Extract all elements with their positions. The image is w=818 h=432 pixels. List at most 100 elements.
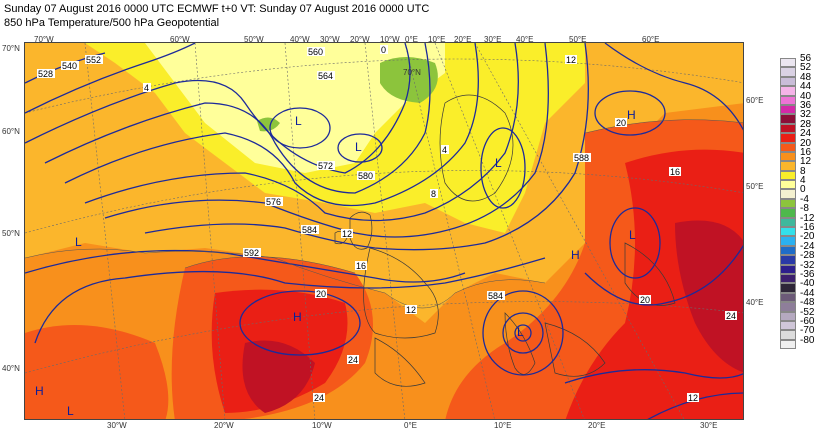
lat-label-left-70n: 70°N — [2, 44, 20, 53]
temp-label-16b: 16 — [670, 167, 680, 177]
lon-label-top-30e: 30°E — [484, 35, 502, 44]
contour-label-572: 572 — [318, 161, 333, 171]
lat-label-left-60n: 60°N — [2, 127, 20, 136]
temperature-field-green-arctic — [380, 57, 438, 103]
colorbar-swatch — [780, 245, 796, 256]
colorbar-swatch — [780, 86, 796, 96]
temperature-field-28-sw — [242, 340, 315, 413]
colorbar-swatch — [780, 133, 796, 143]
colorbar-swatch — [780, 58, 796, 68]
colorbar-swatch — [780, 180, 796, 190]
colorbar-label: -70 — [800, 325, 815, 337]
colorbar-swatch — [780, 273, 796, 284]
contour-label-560: 560 — [308, 47, 323, 57]
colorbar-label: -20 — [800, 231, 815, 243]
lon-label-top-20w: 20°W — [350, 35, 370, 44]
colorbar-label: -44 — [800, 287, 815, 299]
lat-label-right-40e: 40°E — [746, 298, 764, 307]
lon-label-top-20e: 20°E — [454, 35, 472, 44]
colorbar-swatch — [780, 302, 796, 312]
colorbar-label: -36 — [800, 268, 815, 280]
lon-label-bottom-30e: 30°E — [700, 421, 718, 430]
temp-label-20c: 20 — [616, 118, 626, 128]
colorbar-label: 40 — [800, 90, 812, 102]
low-marker: L — [75, 235, 82, 249]
temp-label-12a: 12 — [342, 229, 352, 239]
colorbar-label: -40 — [800, 278, 815, 290]
colorbar-label: 32 — [800, 109, 812, 121]
contour-label-528: 528 — [38, 69, 53, 79]
contour-label-588: 588 — [574, 153, 589, 163]
colorbar-swatch — [780, 104, 796, 115]
colorbar-label: -4 — [800, 193, 809, 205]
colorbar-swatch — [780, 170, 796, 181]
low-marker: L — [517, 325, 524, 339]
colorbar-swatch — [780, 151, 796, 162]
temp-label-24a: 24 — [348, 355, 358, 365]
colorbar-label: -24 — [800, 240, 815, 252]
colorbar-label: 20 — [800, 137, 812, 149]
contour-label-552: 552 — [86, 55, 101, 65]
header-line-2: 850 hPa Temperature/500 hPa Geopotential — [4, 17, 220, 29]
colorbar-swatch — [780, 76, 796, 87]
colorbar-label: -12 — [800, 212, 815, 224]
temp-label-4a: 4 — [144, 83, 149, 93]
header-line-1: Sunday 07 August 2016 0000 UTC ECMWF t+0… — [4, 3, 430, 15]
colorbar-label: 24 — [800, 128, 812, 140]
lon-label-top-60w: 60°W — [170, 35, 190, 44]
colorbar-swatch — [780, 311, 796, 321]
temperature-field-20-west — [25, 325, 169, 419]
chart-header: Sunday 07 August 2016 0000 UTC ECMWF t+0… — [4, 2, 429, 30]
coastlines — [334, 94, 676, 387]
low-marker: L — [629, 228, 636, 242]
colorbar-label: -8 — [800, 203, 809, 215]
colorbar-label: 4 — [800, 175, 806, 187]
colorbar-swatch — [780, 264, 796, 274]
lon-label-top-40w: 40°W — [290, 35, 310, 44]
lon-label-bottom-10w: 10°W — [312, 421, 332, 430]
lon-label-top-50e: 50°E — [569, 35, 587, 44]
high-marker: H — [35, 384, 44, 398]
low-marker: L — [355, 140, 362, 154]
lon-label-top-0e: 0°E — [405, 35, 418, 44]
colorbar-label: 44 — [800, 81, 812, 93]
temp-label-16: 16 — [356, 261, 366, 271]
colorbar-swatch — [780, 227, 796, 237]
high-marker: H — [627, 108, 636, 122]
temp-label-20a: 20 — [316, 289, 326, 299]
temp-label-24c: 24 — [726, 311, 736, 321]
colorbar-swatch — [780, 292, 796, 303]
contour-label-576: 576 — [266, 197, 281, 207]
high-marker: H — [571, 248, 580, 262]
temp-label-12d: 12 — [688, 393, 698, 403]
lon-label-top-70w: 70°W — [34, 35, 54, 44]
temp-label-12b: 12 — [406, 305, 416, 315]
colorbar-swatch — [780, 189, 796, 199]
lat-label-left-50n: 50°N — [2, 229, 20, 238]
temp-label-8: 8 — [431, 189, 436, 199]
lon-label-bottom-10e: 10°E — [494, 421, 512, 430]
colorbar-swatch — [780, 142, 796, 152]
high-marker: H — [293, 310, 302, 324]
colorbar-label: 0 — [800, 184, 806, 196]
lon-label-top-50w: 50°W — [244, 35, 264, 44]
colorbar-swatch — [780, 339, 796, 350]
colorbar-label: 52 — [800, 62, 812, 74]
colorbar-swatch — [780, 236, 796, 246]
lon-label-top-60e: 60°E — [642, 35, 660, 44]
temp-label-0: 0 — [381, 45, 386, 55]
lon-label-bottom-0e: 0°E — [404, 421, 417, 430]
lat-label-right-60e: 60°E — [746, 96, 764, 105]
colorbar-label: 16 — [800, 146, 812, 158]
colorbar-label: -60 — [800, 315, 815, 327]
lat-label-right-50e: 50°E — [746, 182, 764, 191]
lon-label-top-10e: 10°E — [428, 35, 446, 44]
temp-label-24b: 24 — [314, 393, 324, 403]
colorbar-label: 36 — [800, 99, 812, 111]
colorbar-label: 8 — [800, 165, 806, 177]
temperature-field-28-se — [675, 220, 743, 373]
colorbar-swatch — [780, 320, 796, 331]
colorbar-label: -52 — [800, 306, 815, 318]
colorbar-swatch — [780, 67, 796, 77]
contour-label-564: 564 — [318, 71, 333, 81]
